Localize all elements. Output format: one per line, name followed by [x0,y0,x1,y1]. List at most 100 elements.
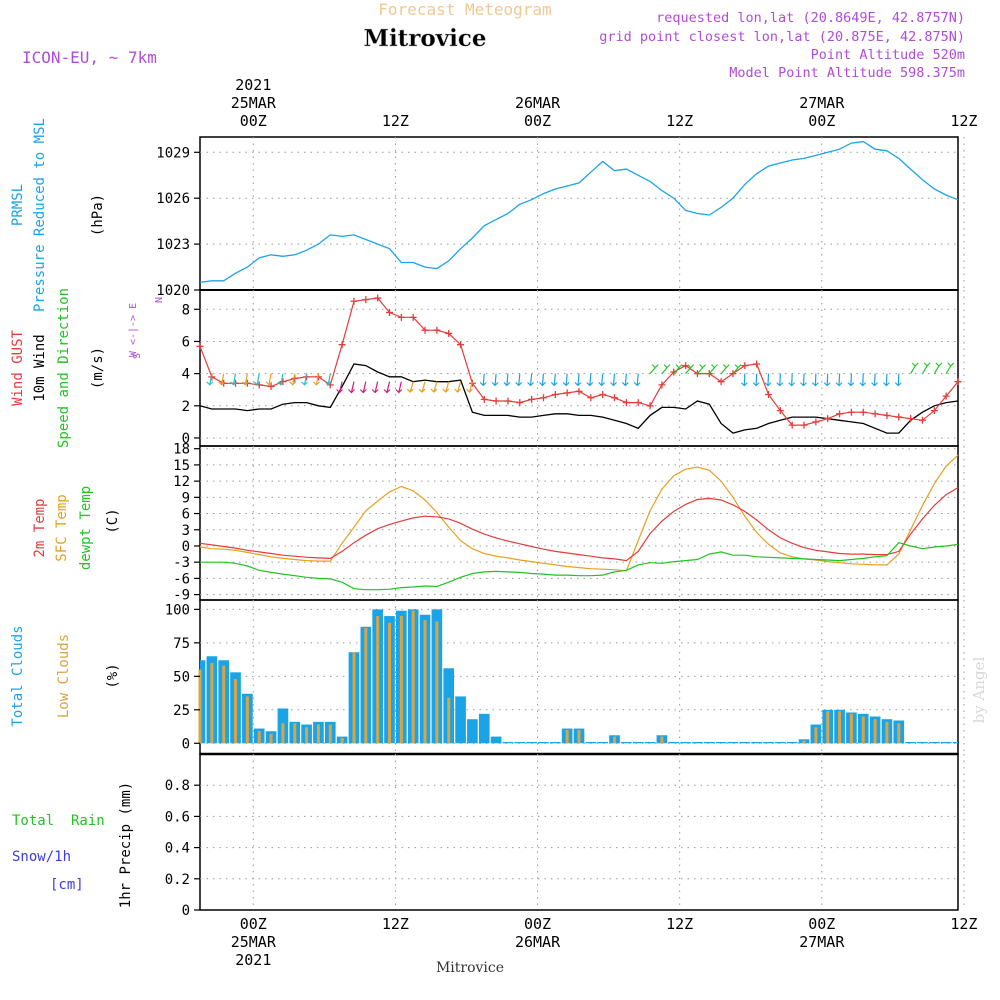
wind-arrow [696,367,704,375]
gust-marker [741,362,749,370]
pressure-panel: PRMSL Pressure Reduced to MSL (hPa) [10,118,106,312]
top-tick-label: 00Z [240,112,267,130]
gust-marker [788,421,796,429]
model-altitude: Model Point Altitude 598.375m [729,65,965,81]
gust-marker [942,392,950,400]
wind-arrow [339,381,343,393]
wind-arrow [850,373,853,386]
wind-arrowhead [312,381,320,386]
wind-arrow [743,373,746,386]
wind-arrowhead [651,364,659,369]
wind-arrowhead [230,381,237,386]
low-clouds-bar [293,723,297,744]
total-clouds-bar [905,741,916,744]
y-tick-label: 50 [173,669,190,685]
total-clouds-bar [727,741,739,744]
y-tick-label: 0 [182,736,190,752]
y-tick-label: 4 [182,367,190,383]
wind-arrow [421,381,426,393]
footer-label: Mitrovice [436,960,504,976]
wind-arrow [518,373,521,386]
wind-arrow [732,367,739,375]
compass-n: N [154,297,165,303]
wind-arrowhead [935,362,943,367]
panel-frame [199,753,959,911]
gust-marker [551,391,559,399]
total-clouds-bar [597,741,609,744]
y-tick-label: 0.6 [165,809,190,825]
low-clouds-bar [316,724,320,744]
gust-marker [800,421,808,429]
y-tick-label: 9 [182,490,190,506]
wind-arrowhead [871,382,878,387]
wind-arrow [433,381,438,393]
low-clouds-bar [423,620,427,744]
wind-arrowhead [711,364,718,369]
wind-arrowhead [562,382,570,387]
low-clouds-bar [447,697,451,744]
wind-arrowhead [241,381,249,386]
pressure-line [199,140,959,284]
total-clouds-bar [514,741,526,744]
gust-marker [895,413,903,421]
y-tick-label: 0.8 [165,778,190,794]
wind-arrow [885,373,888,386]
wind-arrowhead [734,364,742,369]
wind-arrowhead [466,388,473,393]
low-clouds-bar [399,616,403,744]
low-clouds-bar [838,711,842,744]
wind-arrowhead [811,382,819,387]
low-clouds-bar [305,727,309,744]
wind-arrow [838,373,841,386]
wind-arrowhead [491,382,499,387]
total-clouds-bar [940,741,952,744]
low-clouds-bar [269,733,273,744]
gust-marker [445,329,453,337]
y-tick-label: 1023 [156,237,190,253]
total-clouds-bar [786,741,798,744]
total-clouds-bar [928,741,940,744]
gust-marker [409,313,417,321]
wind-arrowhead [418,388,426,393]
wind-arrow [468,381,473,393]
wind-arrowhead [621,382,629,387]
wind-arrowhead [550,382,558,387]
gust-marker [682,362,690,370]
total-clouds-bar [502,741,514,744]
low-clouds-bar [210,662,214,744]
gust-marker [824,415,832,423]
wind-arrowhead [324,381,332,386]
wind-arrow [933,365,940,374]
gust-marker [397,313,405,321]
wind-arrow [374,381,379,393]
page-title: Mitrovice [363,25,486,52]
gust-marker [611,394,619,402]
low-clouds-bar [352,652,356,744]
low-clouds-bar [577,729,581,744]
low-clouds-bar [435,621,439,744]
total-clouds-bar [585,741,597,744]
gust-marker [883,411,891,419]
wind-ylabel-dir: Speed and Direction [56,288,72,448]
wind-arrowhead [788,382,796,387]
low-clouds-bar [565,729,569,744]
y-tick-label: 1029 [156,145,190,161]
wind-arrow [577,373,580,386]
wind-arrowhead [359,389,367,394]
bottom-tick-label: 12Z [382,915,409,933]
total-clouds-bar [455,696,466,744]
wind-arrowhead [752,382,760,387]
low-clouds-bar [873,719,877,744]
wind-arrow [529,373,533,386]
gust-marker [646,402,654,410]
y-tick-label: 3 [182,523,190,539]
wind-arrow [280,373,284,386]
pressure-ylabel-3: (hPa) [90,194,106,236]
y-tick-label: 75 [173,636,190,652]
wind-arrow [256,373,260,386]
gust-marker [279,378,287,386]
clouds-ylabel-unit: (%) [105,663,121,688]
top-tick-label: 12Z [666,112,693,130]
wind-arrow [221,373,225,386]
